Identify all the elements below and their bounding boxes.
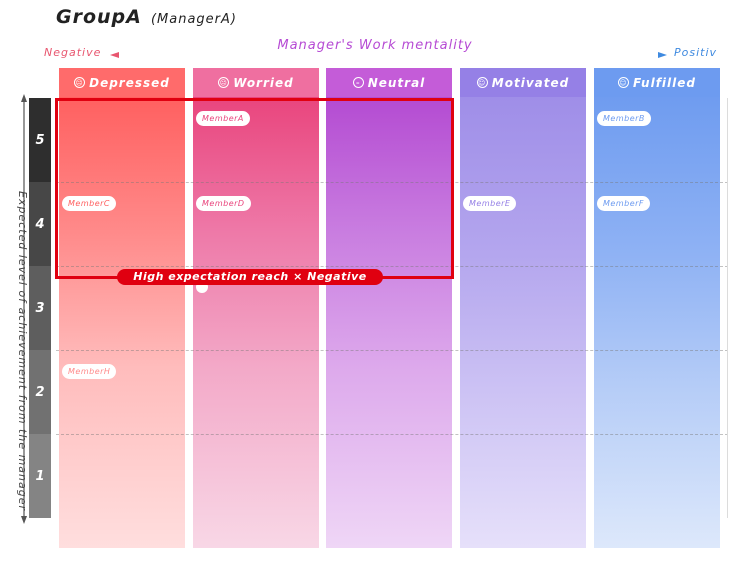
member-badge-e[interactable]: MemberE	[463, 196, 517, 211]
column-body	[460, 97, 586, 548]
column-body	[326, 97, 452, 548]
level-1-bar: 1	[29, 434, 51, 518]
chart-title: GroupA (ManagerA)	[56, 6, 237, 28]
member-badge-b[interactable]: MemberB	[597, 111, 651, 126]
highlight-label: High expectation reach × Negative	[117, 269, 383, 285]
column-label: Depressed	[89, 75, 170, 90]
grid-right-border	[727, 98, 728, 518]
column-label: Neutral	[367, 75, 426, 90]
column-body	[193, 97, 319, 548]
column-depressed: ☹ Depressed	[59, 68, 185, 548]
manager-name: (ManagerA)	[150, 12, 237, 27]
worried-face-icon: ☹	[218, 77, 230, 88]
row-divider	[56, 182, 728, 183]
x-axis-title: Manager's Work mentality	[277, 38, 473, 53]
member-name: MemberE	[469, 199, 511, 208]
level-3-label: 3	[35, 300, 45, 316]
column-header-motivated[interactable]: ☺ Motivated	[460, 68, 586, 97]
column-fulfilled: ☺ Fulfilled	[594, 68, 720, 548]
level-4-bar: 4	[29, 182, 51, 266]
column-header-depressed[interactable]: ☹ Depressed	[59, 68, 185, 97]
group-name: GroupA	[56, 6, 142, 28]
column-worried: ☹ Worried	[193, 68, 319, 548]
member-name: MemberF	[603, 199, 645, 208]
column-body	[594, 97, 720, 548]
member-badge-f[interactable]: MemberF	[597, 196, 651, 211]
fulfilled-face-icon: ☺	[618, 77, 629, 88]
member-name: MemberH	[68, 367, 111, 376]
column-header-fulfilled[interactable]: ☺ Fulfilled	[594, 68, 720, 97]
level-3-bar: 3	[29, 266, 51, 350]
column-header-worried[interactable]: ☹ Worried	[193, 68, 319, 97]
x-axis: Negative Manager's Work mentality Positi…	[0, 36, 750, 59]
y-axis-title: Expected level of achievement from the m…	[16, 191, 29, 512]
x-axis-arrowhead-left	[110, 52, 119, 58]
x-axis-arrow	[110, 52, 667, 58]
depressed-face-icon: ☹	[74, 77, 86, 88]
member-name: MemberD	[202, 199, 245, 208]
column-body	[59, 97, 185, 548]
member-badge-a[interactable]: MemberA	[196, 111, 250, 126]
level-2-label: 2	[35, 384, 45, 400]
member-badge-d[interactable]: MemberD	[196, 196, 251, 211]
row-divider	[56, 434, 728, 435]
neutral-face-icon: –	[352, 77, 364, 88]
member-badge-c[interactable]: MemberC	[62, 196, 116, 211]
highlight-region	[55, 98, 454, 279]
x-axis-negative-label: Negative	[44, 46, 102, 59]
level-1-label: 1	[35, 468, 45, 484]
x-axis-arrowhead-right	[658, 52, 667, 58]
row-divider	[56, 266, 728, 267]
column-motivated: ☺ Motivated	[460, 68, 586, 548]
member-name: MemberC	[68, 199, 110, 208]
column-label: Fulfilled	[633, 75, 696, 90]
member-badge-h[interactable]: MemberH	[62, 364, 117, 379]
level-5-bar: 5	[29, 98, 51, 182]
x-axis-positive-label: Positiv	[674, 46, 718, 59]
motivated-face-icon: ☺	[476, 77, 488, 88]
level-2-bar: 2	[29, 350, 51, 434]
member-name: MemberB	[603, 114, 645, 123]
row-divider	[56, 350, 728, 351]
column-label: Motivated	[491, 75, 570, 90]
member-name: MemberA	[202, 114, 244, 123]
column-header-neutral[interactable]: – Neutral	[326, 68, 452, 97]
column-label: Worried	[233, 75, 294, 90]
level-4-label: 4	[35, 216, 45, 232]
y-axis-arrow	[21, 94, 27, 524]
level-5-label: 5	[35, 132, 45, 148]
column-neutral: – Neutral	[326, 68, 452, 548]
